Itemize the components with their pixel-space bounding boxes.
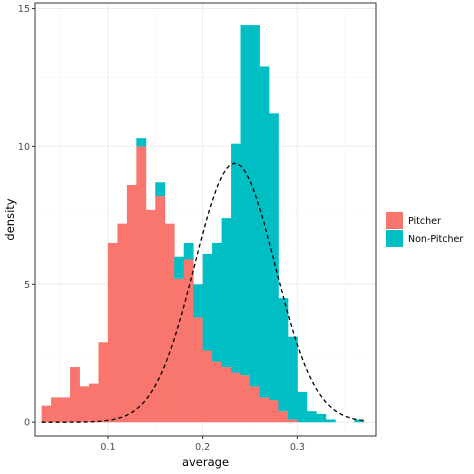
bar-pitcher	[117, 223, 128, 423]
bar-non-pitcher	[306, 411, 317, 423]
bar-non-pitcher	[183, 242, 194, 260]
y-axis-ticks: 0 5 10 15	[18, 4, 35, 429]
bar-non-pitcher	[174, 256, 185, 279]
x-axis-ticks: 0.1 0.2 0.3	[100, 436, 305, 453]
bar-pitcher	[79, 386, 90, 423]
bar-pitcher	[145, 209, 156, 423]
bar-non-pitcher	[316, 413, 327, 423]
bar-pitcher	[287, 419, 298, 423]
y-tick-label: 10	[18, 142, 30, 153]
bar-pitcher	[193, 317, 204, 423]
bar-non-pitcher	[287, 336, 298, 420]
bar-non-pitcher	[259, 66, 270, 398]
bar-non-pitcher	[155, 182, 166, 197]
bar-pitcher	[88, 383, 99, 423]
panel-border	[34, 2, 377, 437]
bar-pitcher	[107, 242, 118, 423]
bar-pitcher	[250, 386, 260, 423]
legend-key-pitcher	[386, 212, 403, 229]
bar-pitcher	[41, 405, 52, 423]
bar-non-pitcher	[250, 25, 260, 387]
bar-pitcher	[259, 397, 270, 423]
legend-key-non-pitcher	[386, 230, 403, 247]
bar-pitcher	[155, 196, 166, 423]
x-axis-title: average	[182, 455, 229, 469]
y-tick-label: 15	[18, 4, 30, 15]
legend-label-non-pitcher: Non-Pitcher	[408, 234, 463, 245]
legend: Pitcher Non-Pitcher	[386, 212, 463, 247]
bar-pitcher	[202, 350, 213, 423]
y-tick-label: 5	[24, 280, 30, 291]
bar-non-pitcher	[297, 391, 308, 423]
density-curve	[41, 162, 364, 423]
bars	[41, 25, 365, 423]
bar-non-pitcher	[278, 298, 289, 412]
bar-pitcher	[70, 367, 80, 423]
bar-pitcher	[231, 372, 241, 423]
bar-non-pitcher	[354, 419, 365, 423]
legend-label-pitcher: Pitcher	[408, 216, 441, 227]
bar-pitcher	[174, 278, 185, 423]
y-axis-title: density	[3, 198, 17, 240]
x-tick-label: 0.1	[100, 442, 115, 453]
bar-non-pitcher	[136, 138, 147, 147]
x-tick-label: 0.2	[195, 442, 210, 453]
bar-non-pitcher	[193, 284, 204, 318]
bar-pitcher	[98, 342, 109, 423]
bar-pitcher	[183, 259, 194, 423]
bar-pitcher	[60, 397, 71, 423]
x-tick-label: 0.3	[290, 442, 305, 453]
bar-pitcher	[51, 397, 61, 423]
bar-non-pitcher	[268, 113, 279, 401]
bar-pitcher	[278, 411, 289, 423]
bar-non-pitcher	[221, 218, 232, 368]
bar-non-pitcher	[240, 25, 251, 376]
y-tick-label: 0	[24, 418, 30, 429]
bar-pitcher	[268, 400, 279, 423]
bar-non-pitcher	[325, 419, 336, 423]
bar-pitcher	[240, 375, 251, 423]
bar-pitcher	[136, 146, 147, 423]
bar-non-pitcher	[212, 242, 223, 362]
bar-non-pitcher	[231, 143, 241, 373]
bar-non-pitcher	[202, 253, 213, 351]
bar-pitcher	[126, 185, 137, 423]
bar-pitcher	[164, 223, 175, 423]
bar-pitcher	[221, 367, 232, 423]
bar-pitcher	[212, 361, 223, 423]
